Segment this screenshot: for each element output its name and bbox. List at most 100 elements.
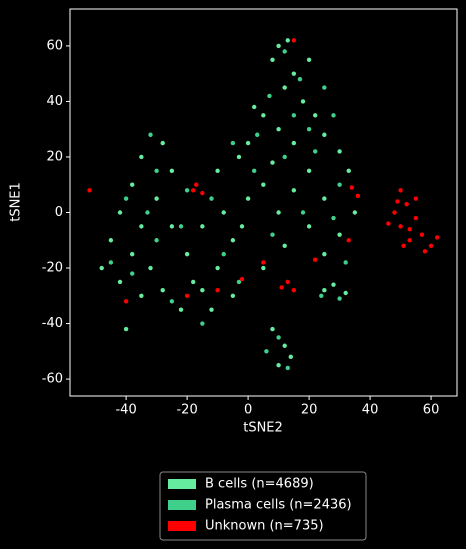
point [276, 210, 281, 215]
point [236, 279, 242, 285]
point [123, 299, 129, 304]
point [221, 210, 226, 215]
point [422, 249, 428, 254]
point [139, 224, 144, 229]
point [395, 199, 400, 204]
legend-label: Unknown (n=735) [205, 519, 324, 534]
x-tick-label: -20 [176, 403, 197, 418]
point [154, 168, 159, 174]
point [87, 188, 92, 193]
point [215, 288, 220, 293]
point [331, 282, 336, 287]
point [123, 196, 129, 201]
point [322, 132, 327, 137]
point [148, 265, 153, 271]
point [407, 238, 412, 243]
point [312, 257, 318, 262]
point [261, 182, 266, 187]
point [117, 279, 123, 285]
point [282, 85, 287, 90]
x-tick-label: -40 [115, 403, 136, 418]
point [407, 226, 412, 232]
x-tick-label: 60 [423, 403, 440, 418]
point [285, 365, 290, 371]
point [178, 224, 184, 229]
point [251, 104, 257, 110]
point [419, 232, 425, 237]
point [413, 196, 419, 201]
y-tick-label: -40 [42, 316, 63, 331]
point [297, 77, 303, 82]
point [267, 93, 272, 99]
point [312, 149, 318, 154]
point [346, 168, 351, 174]
legend-label: B cells (n=4689) [205, 477, 314, 492]
point [282, 154, 287, 160]
point [279, 285, 284, 290]
point [108, 238, 114, 243]
point [191, 188, 196, 193]
point [239, 224, 245, 229]
point [276, 43, 281, 49]
point [404, 201, 409, 207]
point [319, 293, 324, 298]
point [331, 215, 336, 221]
point [355, 193, 361, 199]
legend-swatch [168, 500, 196, 510]
x-tick-label: 0 [244, 403, 252, 418]
point [200, 288, 205, 293]
point [398, 188, 403, 193]
point [130, 271, 135, 276]
point [337, 296, 342, 301]
point [200, 224, 205, 229]
point [117, 210, 123, 215]
point [264, 349, 269, 354]
legend-swatch [168, 521, 196, 531]
plot-frame [69, 8, 458, 397]
point [139, 293, 144, 298]
point [401, 243, 406, 249]
point [154, 196, 159, 201]
point [236, 154, 242, 160]
point [145, 210, 150, 215]
point [178, 307, 184, 312]
point [184, 251, 190, 257]
point [255, 132, 260, 137]
y-tick-label: 20 [46, 149, 63, 164]
point [230, 293, 236, 298]
point [276, 362, 281, 368]
point [434, 235, 440, 240]
point [337, 232, 342, 237]
point [130, 182, 135, 187]
point [285, 279, 290, 285]
point [230, 140, 236, 146]
point [285, 38, 290, 43]
point [191, 279, 196, 285]
point [346, 238, 351, 243]
legend-label: Plasma cells (n=2436) [205, 498, 352, 513]
y-tick-label: 40 [46, 94, 63, 109]
y-axis-label: tSNE1 [9, 182, 24, 222]
point [306, 57, 312, 63]
point [322, 196, 327, 201]
point [282, 343, 287, 348]
y-tick-label: -60 [42, 372, 63, 387]
point [169, 299, 175, 304]
point [322, 288, 327, 293]
point [200, 190, 205, 196]
point [413, 215, 419, 221]
point [261, 265, 266, 271]
point [322, 85, 327, 90]
point [282, 243, 287, 249]
point [291, 71, 297, 76]
point [349, 185, 354, 190]
point [398, 224, 403, 229]
point [270, 57, 275, 63]
y-tick-label: 0 [55, 205, 63, 220]
point [160, 288, 165, 293]
point [251, 168, 257, 174]
point [209, 196, 214, 201]
y-tick-label: 60 [46, 38, 63, 53]
